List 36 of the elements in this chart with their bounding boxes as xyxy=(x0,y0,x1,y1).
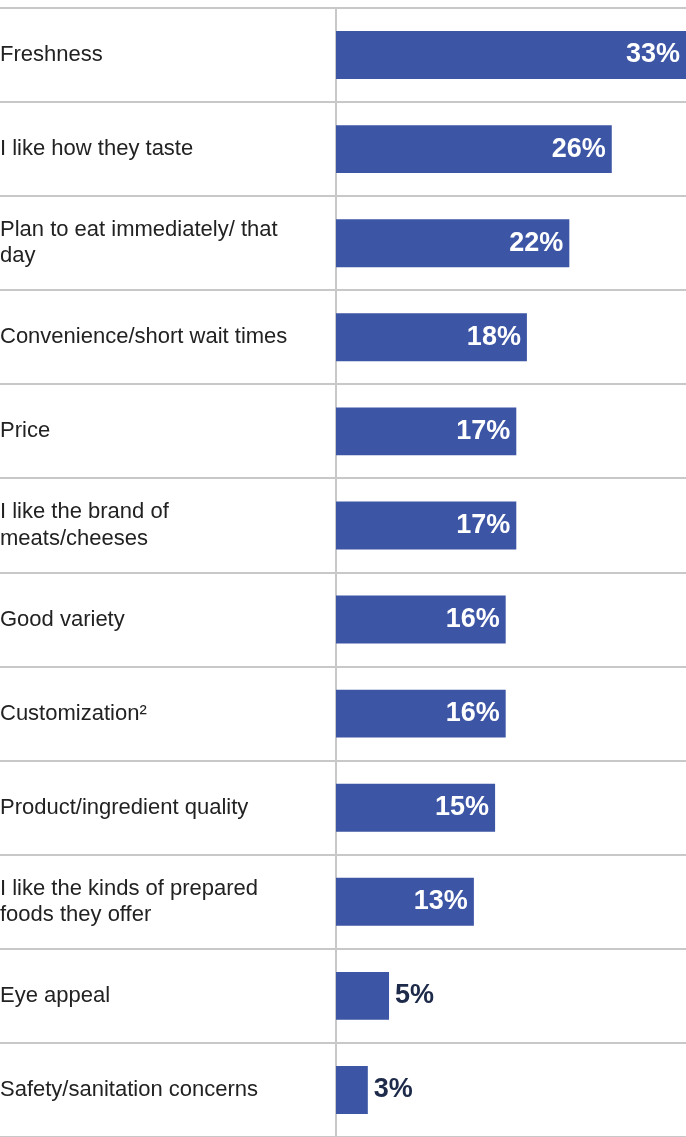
bar xyxy=(336,125,612,174)
bar xyxy=(336,1065,368,1114)
data-label: 26% xyxy=(551,132,606,163)
bar xyxy=(336,219,570,268)
bar xyxy=(336,595,506,644)
data-label: 13% xyxy=(413,885,468,916)
y-tick-label: I like how they taste xyxy=(0,135,194,161)
data-label: 17% xyxy=(456,414,511,445)
y-tick-label: I like the brand of meats/cheeses xyxy=(0,498,170,550)
bar xyxy=(336,407,517,456)
data-label: 15% xyxy=(435,791,490,822)
data-label: 16% xyxy=(445,602,500,633)
y-tick-label: I like the kinds of prepared foods they offer xyxy=(0,874,259,927)
y-tick-label: Good variety xyxy=(0,605,125,631)
y-tick-label: Plan to eat immediately/ that day xyxy=(0,216,278,268)
bar xyxy=(336,689,506,738)
bar xyxy=(336,313,527,362)
data-label: 5% xyxy=(395,979,435,1010)
y-tick-label: Product/ingredient quality xyxy=(0,793,249,819)
data-label: 3% xyxy=(373,1073,413,1104)
y-tick-label: Customization² xyxy=(0,699,147,725)
data-label: 33% xyxy=(625,38,680,69)
data-label: 17% xyxy=(456,508,511,539)
data-label: 16% xyxy=(445,697,500,728)
y-tick-label: Safety/sanitation concerns xyxy=(0,1076,259,1102)
y-tick-label: Price xyxy=(0,417,51,443)
bar xyxy=(336,501,517,550)
bar xyxy=(336,783,496,832)
data-label: 18% xyxy=(466,320,521,351)
bar xyxy=(336,31,686,80)
bar xyxy=(336,877,474,926)
y-tick-label: Convenience/short wait times xyxy=(0,323,288,349)
bar xyxy=(336,971,390,1020)
y-tick-label: Freshness xyxy=(0,41,103,67)
data-label: 22% xyxy=(509,226,564,257)
y-tick-label: Eye appeal xyxy=(0,981,111,1007)
